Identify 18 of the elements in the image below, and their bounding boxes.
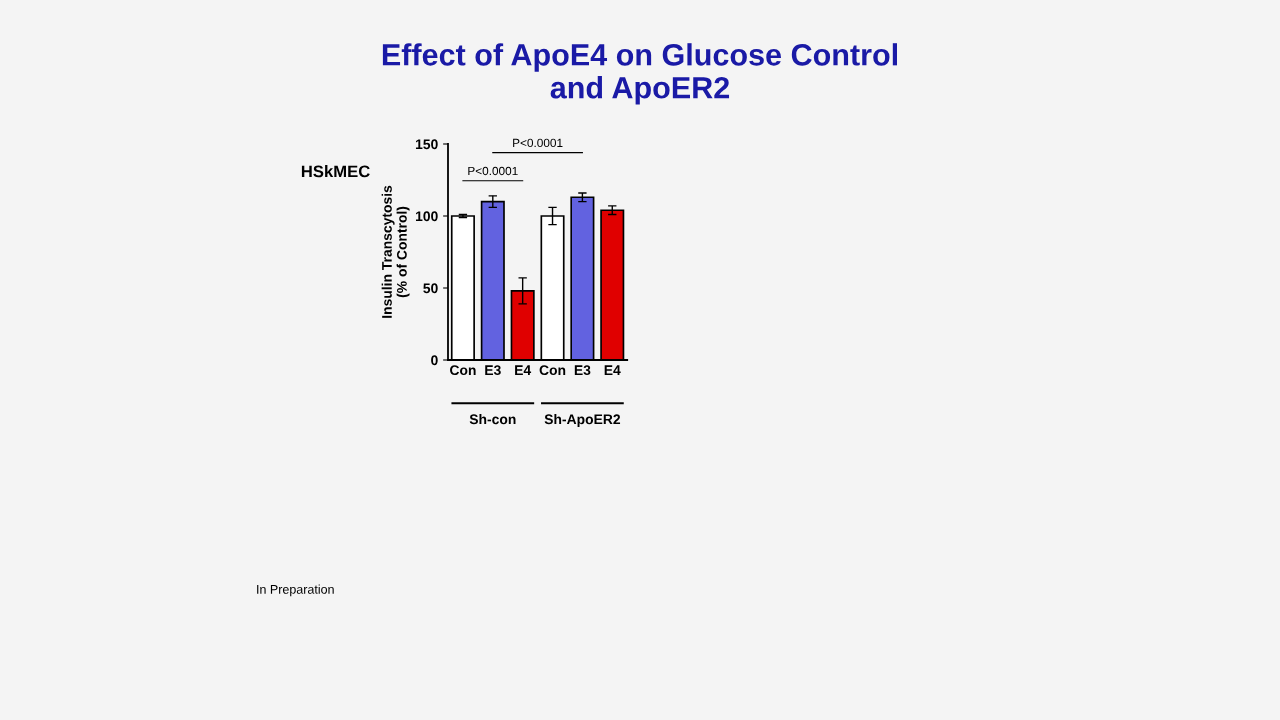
text: Sh-ApoER2 xyxy=(544,414,621,427)
chart-title: Effect of ApoE4 on Glucose Control and ApoER2 xyxy=(382,43,898,105)
text: In Preparation xyxy=(257,584,334,597)
y-axis-title: Insulin Transcytosis (% of Control) xyxy=(381,185,410,318)
x-tick-label: Con xyxy=(450,365,476,376)
annotation: P<0.0001 xyxy=(468,166,518,176)
text: HSkMEC xyxy=(301,165,370,178)
x-tick-label: E3 xyxy=(485,365,501,376)
x-tick-label: E4 xyxy=(604,365,621,375)
x-tick-label: E3 xyxy=(574,365,591,376)
y-tick-label: 0 xyxy=(431,355,438,366)
x-tick-label: Con xyxy=(539,365,566,376)
x-tick-label: E4 xyxy=(515,365,532,375)
text: Sh-con xyxy=(469,414,516,425)
annotation: P<0.0001 xyxy=(513,138,563,148)
y-tick-label: 100 xyxy=(415,211,438,222)
y-tick-label: 50 xyxy=(423,283,438,294)
y-tick-label: 150 xyxy=(415,139,438,150)
